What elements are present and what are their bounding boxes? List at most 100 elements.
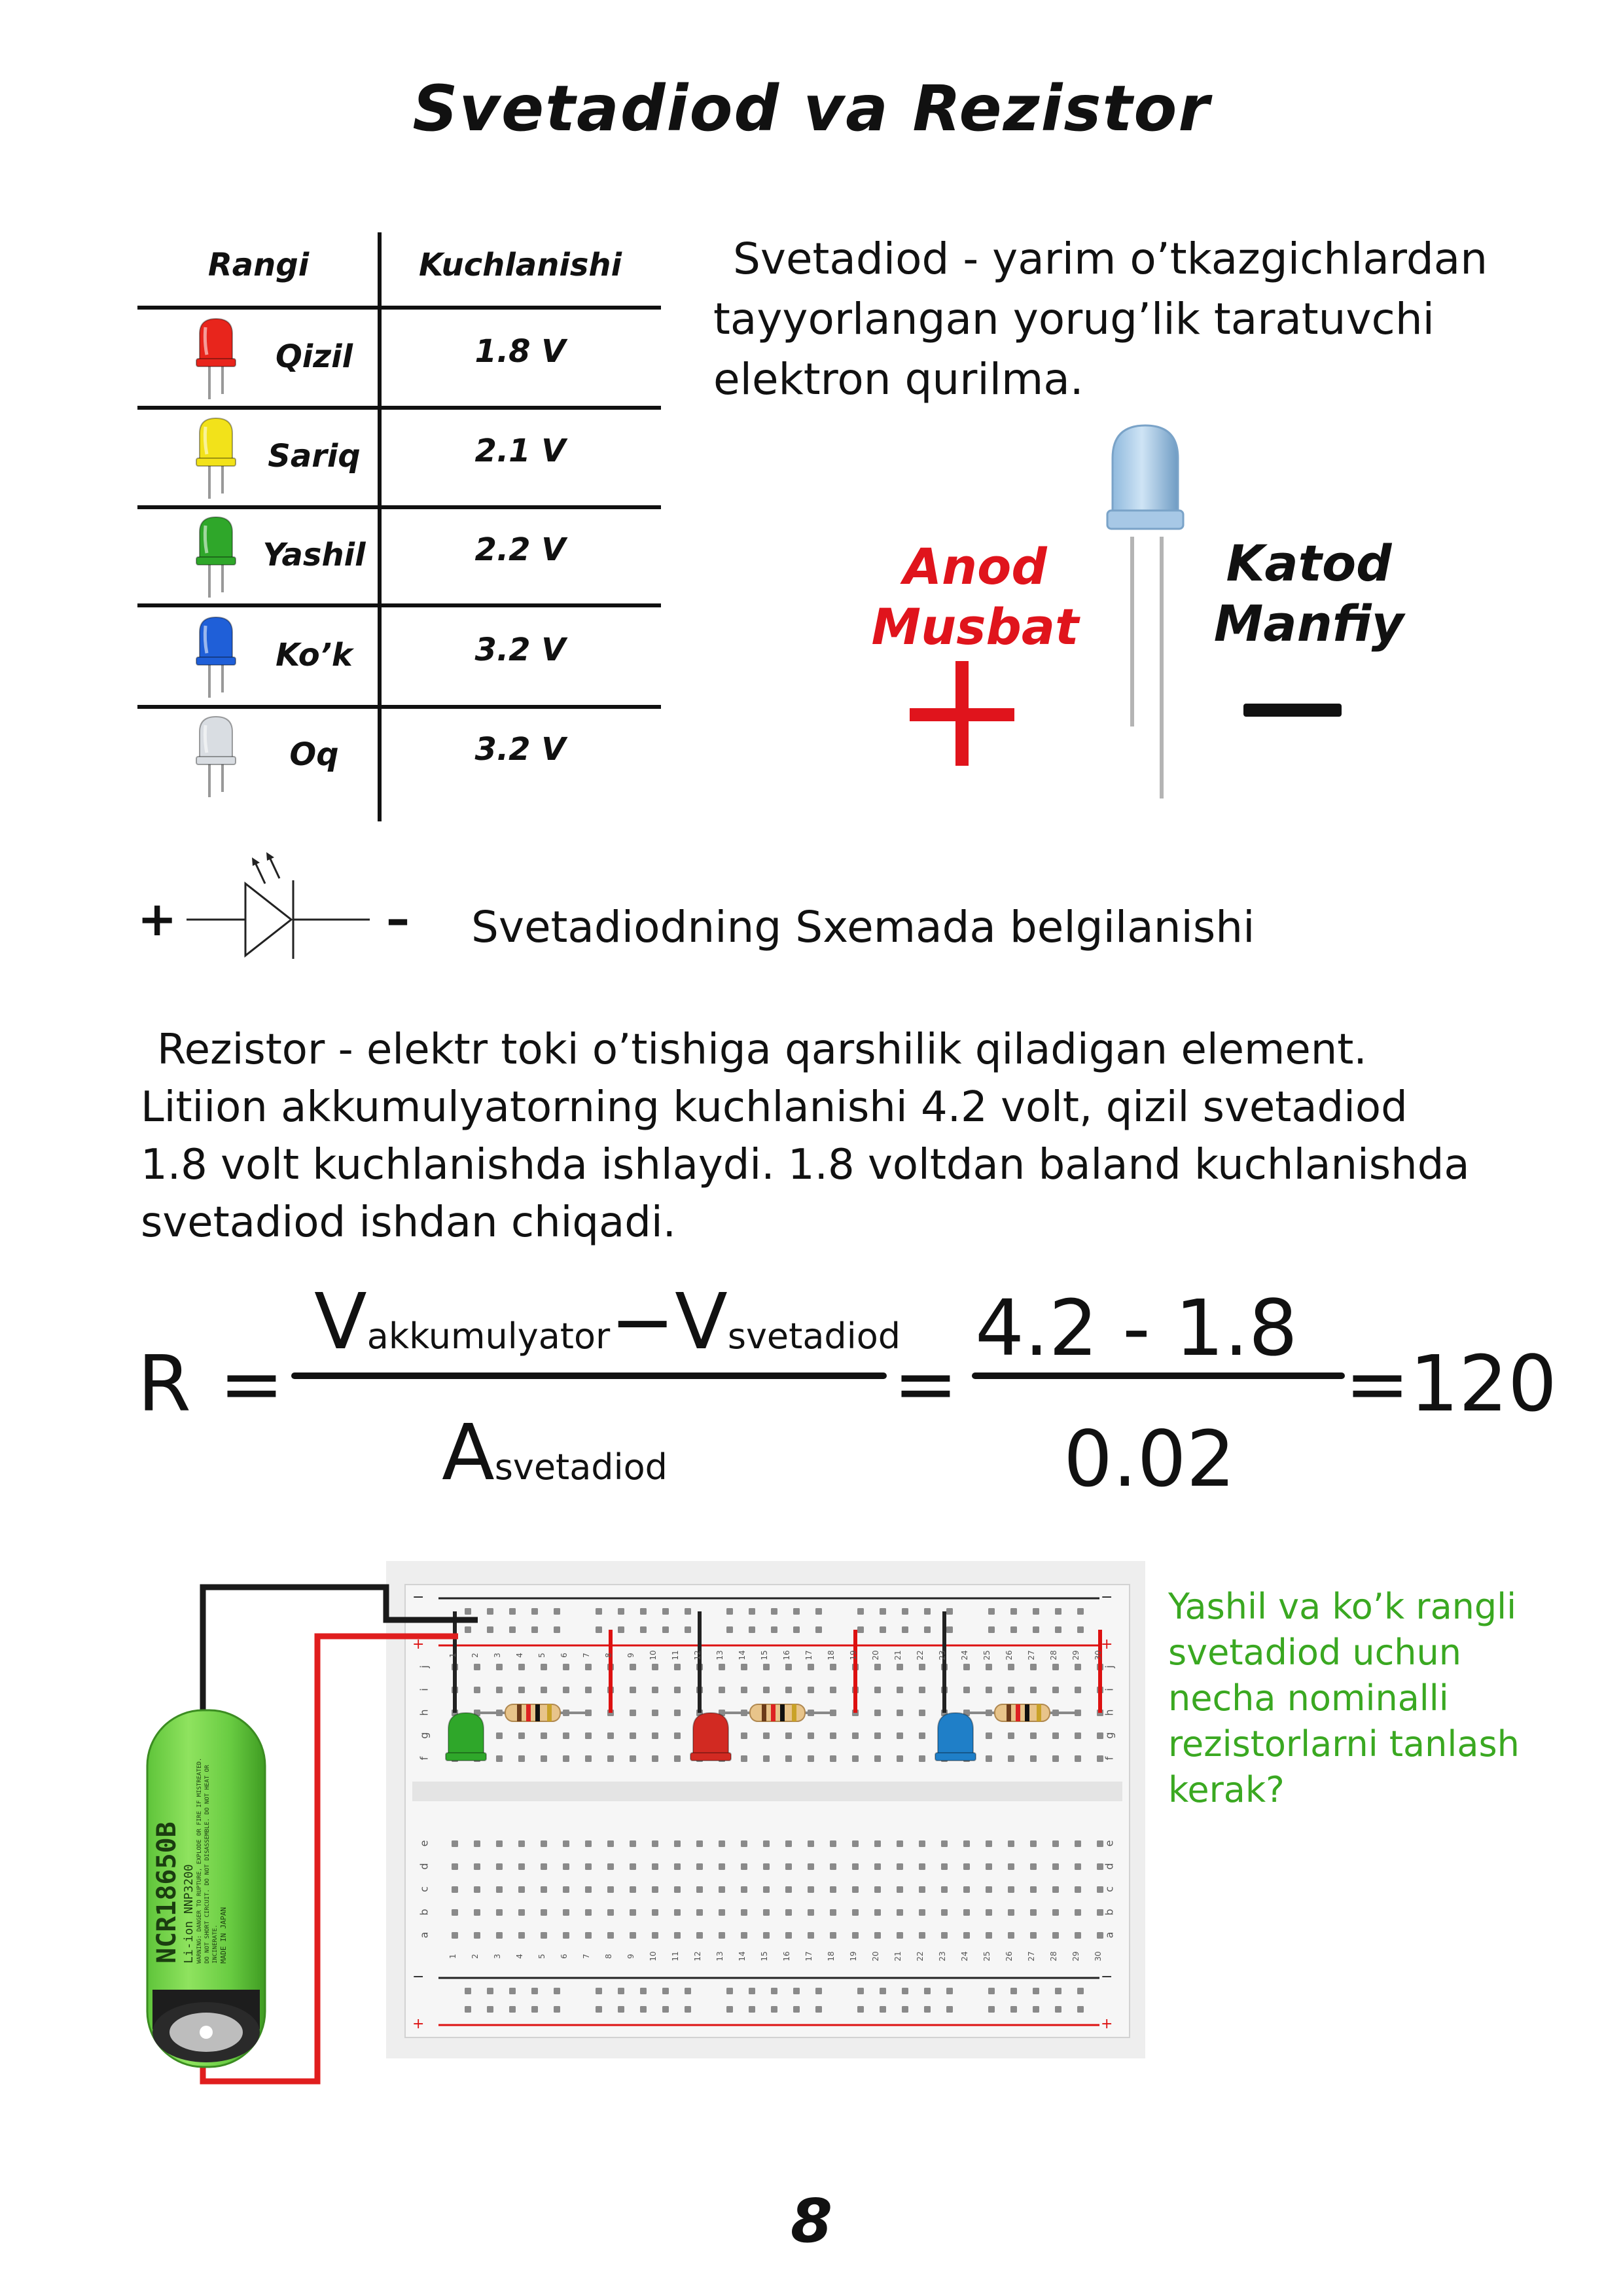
breadboard-hole [1077, 2006, 1084, 2013]
breadboard-hole [986, 1886, 992, 1893]
breadboard-hole [1097, 1840, 1103, 1847]
column-number: 9 [626, 1954, 635, 1959]
breadboard-hole [554, 1626, 560, 1633]
column-number: 21 [893, 1951, 902, 1962]
breadboard-hole [531, 1988, 538, 1994]
formula-v: V [314, 1276, 367, 1367]
breadboard-hole [793, 2006, 800, 2013]
breadboard-hole [941, 1932, 948, 1939]
breadboard-hole [554, 1988, 560, 1994]
breadboard-hole [596, 1988, 602, 1994]
breadboard-hole [919, 1732, 925, 1739]
breadboard-hole [808, 1863, 814, 1870]
breadboard-hole [1052, 1664, 1059, 1670]
column-number: 26 [1005, 1951, 1014, 1962]
column-number: 14 [738, 1951, 747, 1962]
fraction-bar-2 [972, 1372, 1345, 1379]
battery-type: Li-ion NNP3200 [182, 1864, 196, 1964]
breadboard-hole [596, 1608, 602, 1615]
breadboard-hole [662, 2006, 669, 2013]
resistor-band [792, 1704, 796, 1721]
breadboard-hole [509, 1626, 516, 1633]
breadboard-hole [652, 1909, 658, 1916]
column-number: 21 [893, 1650, 902, 1660]
breadboard-hole [988, 1608, 995, 1615]
breadboard-hole [1030, 1687, 1037, 1693]
breadboard-hole [919, 1840, 925, 1847]
question-line: kerak? [1168, 1769, 1285, 1810]
breadboard-hole [880, 1988, 886, 1994]
column-number: 12 [693, 1951, 702, 1962]
breadboard-hole [563, 1932, 569, 1939]
breadboard-hole [986, 1664, 992, 1670]
breadboard-hole [509, 1988, 516, 1994]
breadboard-hole [941, 1840, 948, 1847]
table-grid [137, 232, 661, 821]
breadboard-hole [815, 1626, 822, 1633]
breadboard-hole [741, 1863, 747, 1870]
breadboard-hole [741, 1932, 747, 1939]
breadboard-hole [986, 1840, 992, 1847]
breadboard-hole [785, 1932, 792, 1939]
formula-denominator: Asvetadiod [442, 1407, 668, 1498]
paragraph-line: svetadiod ishdan chiqadi. [141, 1198, 676, 1247]
breadboard-hole [808, 1732, 814, 1739]
column-number: 25 [982, 1650, 991, 1660]
column-number: 22 [916, 1951, 925, 1962]
breadboard-hole [618, 2006, 624, 2013]
breadboard-hole [531, 1608, 538, 1615]
breadboard-hole [785, 1909, 792, 1916]
breadboard-hole [808, 1909, 814, 1916]
breadboard-hole [1052, 1932, 1059, 1939]
breadboard-hole [1008, 1664, 1014, 1670]
breadboard-hole [607, 1863, 614, 1870]
breadboard-hole [902, 1626, 908, 1633]
column-number: 23 [938, 1650, 947, 1660]
resistor-band [762, 1704, 766, 1721]
intro-text: Svetadiod - yarim o’tkazgichlardan tayyo… [713, 229, 1584, 410]
breadboard-hole [986, 1755, 992, 1762]
breadboard-hole [618, 1608, 624, 1615]
schematic-caption: Svetadiodning Sxemada belgilanishi [471, 902, 1255, 952]
breadboard-hole [785, 1687, 792, 1693]
breadboard-hole [607, 1909, 614, 1916]
breadboard-hole [719, 1687, 725, 1693]
breadboard-hole [696, 1932, 703, 1939]
column-number: 7 [582, 1954, 591, 1959]
question-line: Yashil va ko’k rangli [1168, 1586, 1517, 1627]
blue-led-icon [1106, 424, 1185, 798]
breadboard-hole [919, 1710, 925, 1716]
rail-sign: + [412, 2016, 425, 2032]
breadboard-hole [607, 1886, 614, 1893]
breadboard-hole [518, 1909, 525, 1916]
breadboard-hole [830, 1863, 836, 1870]
breadboard-hole [1030, 1932, 1037, 1939]
breadboard-hole [1030, 1732, 1037, 1739]
breadboard-hole [763, 1863, 770, 1870]
breadboard-hole [674, 1886, 681, 1893]
breadboard-led-rim [935, 1752, 976, 1761]
breadboard-hole [763, 1909, 770, 1916]
breadboard-hole [652, 1840, 658, 1847]
breadboard-hole [741, 1909, 747, 1916]
breadboard-hole [897, 1886, 903, 1893]
formula-eq2: = [893, 1338, 958, 1429]
column-number: 13 [715, 1650, 724, 1660]
formula-v-sub2: svetadiod [727, 1316, 901, 1357]
column-number: 20 [871, 1650, 880, 1660]
formula-num: 4.2 - 1.8 [975, 1283, 1298, 1373]
breadboard-hole [496, 1886, 503, 1893]
breadboard-hole [1052, 1732, 1059, 1739]
formula-numerator: Vakkumulyator−Vsvetadiod [314, 1276, 901, 1367]
breadboard-hole [808, 1840, 814, 1847]
breadboard-hole [1010, 2006, 1017, 2013]
breadboard-hole [830, 1886, 836, 1893]
breadboard-hole [518, 1755, 525, 1762]
breadboard-hole [474, 1687, 480, 1693]
resistor-band [1037, 1704, 1041, 1721]
breadboard-hole [563, 1755, 569, 1762]
breadboard-hole [919, 1664, 925, 1670]
column-number: 12 [693, 1650, 702, 1660]
breadboard-hole [541, 1687, 547, 1693]
row-letter: e [1103, 1840, 1116, 1847]
